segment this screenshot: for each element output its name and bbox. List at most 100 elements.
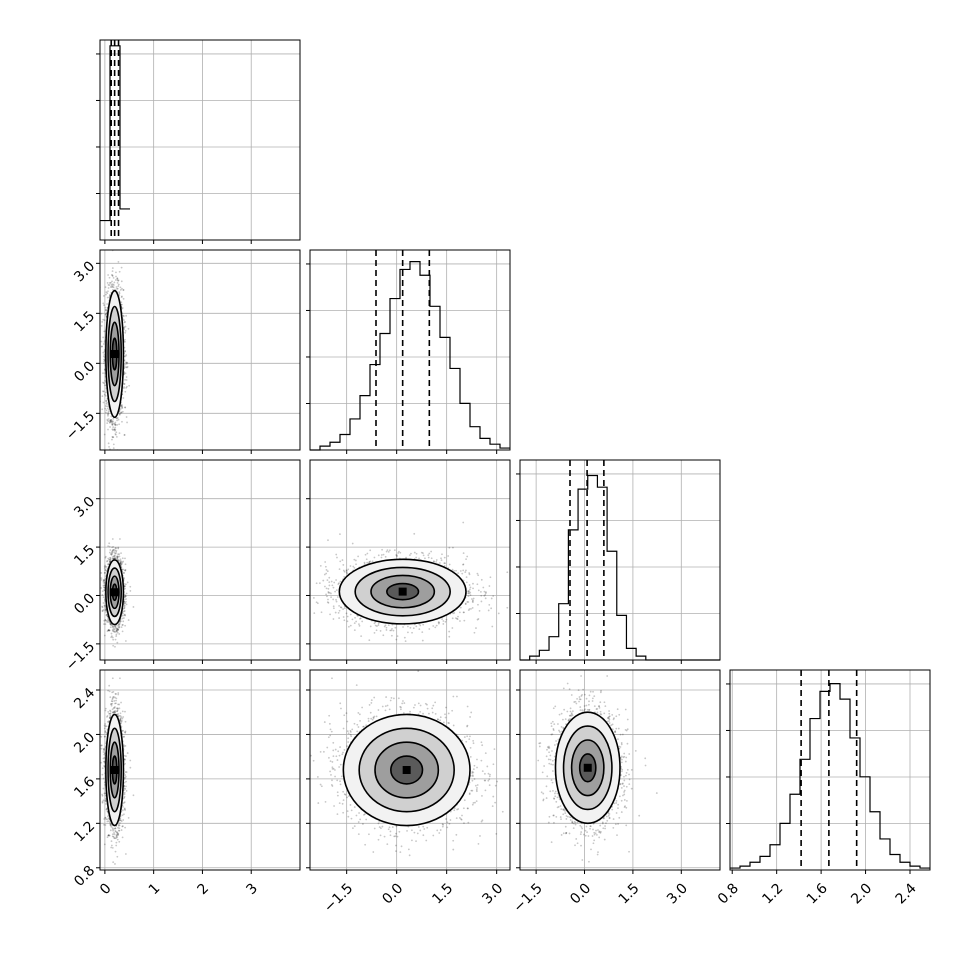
scatter-point (354, 616, 356, 619)
scatter-point (377, 554, 380, 557)
scatter-point (118, 824, 121, 827)
scatter-point (100, 324, 103, 327)
scatter-point (103, 340, 106, 343)
scatter-point (385, 550, 388, 553)
scatter-point (106, 413, 109, 416)
scatter-point (109, 559, 112, 562)
scatter-point (116, 628, 119, 631)
scatter-point (338, 766, 341, 768)
scatter-point (114, 711, 116, 714)
scatter-point (103, 598, 106, 601)
x-tick-label: 2.0 (848, 880, 875, 907)
scatter-point (111, 702, 114, 705)
scatter-point (124, 325, 127, 328)
scatter-point (334, 769, 336, 771)
scatter-point (125, 780, 127, 783)
scatter-point (108, 421, 111, 424)
scatter-point (119, 412, 122, 415)
scatter-point (406, 829, 408, 832)
x-tick-label: 0.8 (715, 880, 742, 907)
scatter-point (413, 532, 416, 535)
scatter-point (120, 722, 122, 725)
scatter-point (346, 810, 349, 813)
scatter-point (107, 720, 110, 723)
scatter-point (121, 406, 124, 409)
scatter-point (125, 598, 127, 600)
scatter-point (124, 710, 126, 713)
scatter-point (411, 631, 413, 634)
scatter-point (456, 617, 458, 620)
scatter-point (104, 309, 107, 312)
scatter-point (113, 628, 116, 631)
scatter-point (368, 639, 371, 642)
peak-marker (398, 587, 407, 596)
scatter-point (123, 808, 126, 811)
scatter-point (121, 405, 123, 407)
scatter-point (384, 705, 387, 708)
scatter-point (495, 832, 498, 835)
scatter-point (101, 594, 104, 596)
scatter-point (325, 587, 328, 590)
scatter-point (123, 607, 126, 610)
scatter-point (117, 823, 120, 826)
scatter-point (466, 724, 469, 727)
scatter-point (109, 549, 112, 551)
scatter-point (122, 620, 125, 623)
scatter-point (111, 698, 114, 701)
scatter-point (446, 826, 449, 829)
scatter-point (104, 394, 107, 397)
scatter-point (419, 829, 422, 832)
scatter-point (111, 846, 114, 849)
scatter-point (108, 716, 111, 719)
scatter-point (103, 433, 106, 436)
scatter-point (110, 840, 113, 843)
scatter-point (121, 630, 124, 633)
scatter-point (118, 292, 121, 295)
scatter-point (114, 426, 117, 429)
scatter-point (107, 290, 109, 293)
scatter-point (108, 284, 111, 287)
scatter-point (102, 579, 105, 582)
scatter-point (111, 697, 114, 700)
scatter-point (359, 617, 362, 620)
scatter-point (124, 602, 127, 605)
scatter-point (395, 638, 398, 641)
scatter-point (328, 756, 330, 759)
scatter-point (395, 832, 397, 835)
scatter-point (369, 625, 372, 628)
scatter-point (421, 631, 424, 634)
scatter-point (453, 612, 456, 614)
scatter-point (123, 796, 126, 799)
scatter-point (101, 801, 104, 804)
scatter-point (325, 593, 327, 596)
scatter-point (114, 423, 116, 426)
scatter-point (103, 843, 106, 846)
scatter-point (476, 618, 479, 621)
scatter-point (337, 612, 340, 614)
scatter-point (467, 821, 470, 824)
scatter-point (330, 580, 333, 583)
scatter-point (107, 287, 110, 289)
panel-content (100, 538, 135, 648)
scatter-point (122, 314, 125, 317)
scatter-point (116, 277, 119, 280)
scatter-point (110, 273, 113, 276)
scatter-point (115, 841, 118, 844)
scatter-point (107, 418, 110, 420)
scatter-point (391, 627, 393, 630)
scatter-point (107, 410, 110, 413)
scatter-point (113, 837, 116, 840)
scatter-point (435, 559, 438, 561)
scatter-point (124, 569, 127, 572)
scatter-point (102, 372, 104, 375)
scatter-point (123, 606, 126, 609)
scatter-point (116, 855, 119, 858)
scatter-point (120, 303, 123, 306)
scatter-point (423, 828, 426, 830)
scatter-panel-1-2 (306, 459, 511, 664)
scatter-point (342, 811, 345, 814)
scatter-point (347, 568, 350, 571)
scatter-point (105, 808, 108, 811)
scatter-point (108, 545, 111, 548)
scatter-point (103, 634, 106, 637)
